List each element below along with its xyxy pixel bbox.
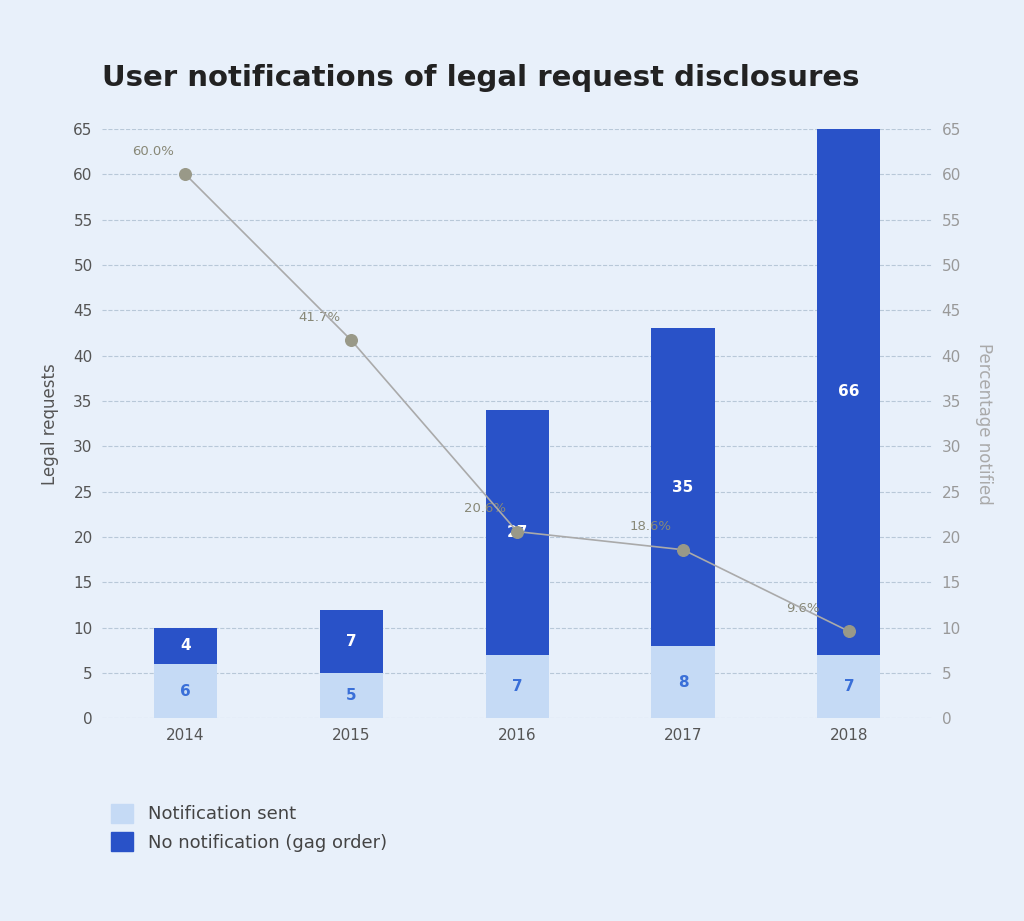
Text: 41.7%: 41.7% — [298, 311, 340, 324]
Bar — [485, 410, 549, 655]
Point — [177, 167, 194, 181]
Bar — [319, 673, 383, 718]
Text: 6: 6 — [180, 683, 190, 699]
Text: 4: 4 — [180, 638, 190, 653]
Bar — [319, 610, 383, 673]
Bar — [817, 655, 881, 718]
Bar — [651, 646, 715, 718]
Bar — [651, 329, 715, 646]
Text: 7: 7 — [512, 679, 522, 694]
Text: 7: 7 — [346, 634, 356, 648]
Text: 35: 35 — [673, 480, 693, 495]
Text: User notifications of legal request disclosures: User notifications of legal request disc… — [102, 64, 860, 92]
Bar — [154, 664, 217, 718]
Bar — [485, 655, 549, 718]
Point — [841, 624, 857, 638]
Bar — [817, 56, 881, 655]
Legend: Notification sent, No notification (gag order): Notification sent, No notification (gag … — [112, 804, 387, 852]
Bar — [154, 628, 217, 664]
Text: 7: 7 — [844, 679, 854, 694]
Y-axis label: Legal requests: Legal requests — [41, 363, 59, 484]
Text: 18.6%: 18.6% — [630, 520, 672, 533]
Text: 5: 5 — [346, 688, 356, 704]
Text: 27: 27 — [507, 525, 527, 540]
Text: 60.0%: 60.0% — [132, 145, 174, 158]
Text: 9.6%: 9.6% — [785, 602, 819, 615]
Text: 8: 8 — [678, 674, 688, 690]
Text: 20.6%: 20.6% — [464, 502, 506, 515]
Point — [509, 524, 525, 539]
Point — [675, 542, 691, 557]
Text: 66: 66 — [839, 384, 859, 400]
Y-axis label: Percentage notified: Percentage notified — [975, 343, 993, 505]
Point — [343, 332, 359, 347]
